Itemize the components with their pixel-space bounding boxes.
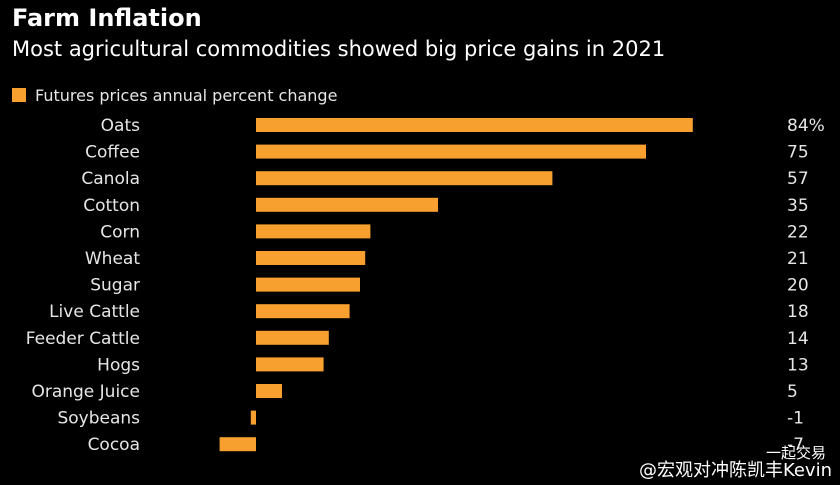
bar-cotton bbox=[256, 197, 438, 212]
value-label-orange-juice: 5 bbox=[787, 382, 798, 402]
watermark-text: @宏观对冲陈凯丰Kevin bbox=[638, 460, 832, 481]
value-label-live-cattle: 18 bbox=[787, 302, 809, 322]
bar-oats bbox=[256, 118, 693, 132]
bar-orange-juice bbox=[256, 384, 282, 398]
value-label-wheat: 21 bbox=[787, 249, 809, 269]
category-label-sugar: Sugar bbox=[90, 276, 140, 296]
chart-subtitle: Most agricultural commodities showed big… bbox=[12, 37, 666, 61]
value-label-corn: 22 bbox=[787, 222, 809, 242]
bar-sugar bbox=[256, 277, 360, 292]
value-label-coffee: 75 bbox=[787, 143, 809, 163]
legend-label: Futures prices annual percent change bbox=[35, 85, 338, 105]
value-labels: 84% 75 57 35 22 21 20 18 14 13 5 -1 -7 bbox=[787, 116, 825, 455]
category-label-feeder-cattle: Feeder Cattle bbox=[26, 329, 140, 349]
value-label-hogs: 13 bbox=[787, 355, 809, 375]
bar-soybeans bbox=[250, 410, 256, 425]
value-label-canola: 57 bbox=[787, 169, 809, 189]
category-label-cotton: Cotton bbox=[83, 196, 140, 216]
category-label-hogs: Hogs bbox=[97, 355, 140, 375]
chart-legend: Futures prices annual percent change bbox=[12, 84, 337, 106]
category-label-soybeans: Soybeans bbox=[57, 409, 140, 429]
category-label-orange-juice: Orange Juice bbox=[31, 382, 140, 402]
category-label-oats: Oats bbox=[101, 116, 140, 136]
legend-swatch bbox=[12, 88, 26, 102]
category-label-live-cattle: Live Cattle bbox=[49, 302, 140, 322]
category-label-canola: Canola bbox=[81, 169, 140, 189]
bar-live-cattle bbox=[256, 304, 350, 319]
bar-coffee bbox=[256, 144, 646, 159]
bar-wheat bbox=[256, 251, 366, 265]
bar-cocoa bbox=[219, 437, 256, 452]
bar-canola bbox=[256, 171, 553, 186]
category-labels: Oats Coffee Canola Cotton Corn Wheat Sugar Live… bbox=[26, 116, 141, 455]
value-label-cotton: 35 bbox=[787, 196, 809, 216]
value-label-soybeans: -1 bbox=[787, 409, 804, 429]
value-label-cocoa: -7 bbox=[787, 435, 804, 455]
bars bbox=[219, 118, 693, 452]
category-label-coffee: Coffee bbox=[85, 143, 140, 163]
value-label-oats: 84% bbox=[787, 116, 825, 136]
category-label-corn: Corn bbox=[100, 222, 140, 242]
chart-title: Farm Inflation bbox=[12, 4, 202, 32]
category-label-wheat: Wheat bbox=[85, 249, 140, 269]
category-label-cocoa: Cocoa bbox=[88, 435, 140, 455]
bar-feeder-cattle bbox=[256, 330, 329, 345]
watermark-subtext: 一起交易 bbox=[765, 444, 826, 462]
value-label-sugar: 20 bbox=[787, 276, 809, 296]
bar-hogs bbox=[256, 357, 324, 372]
bar-corn bbox=[256, 224, 371, 239]
value-label-feeder-cattle: 14 bbox=[787, 329, 809, 349]
